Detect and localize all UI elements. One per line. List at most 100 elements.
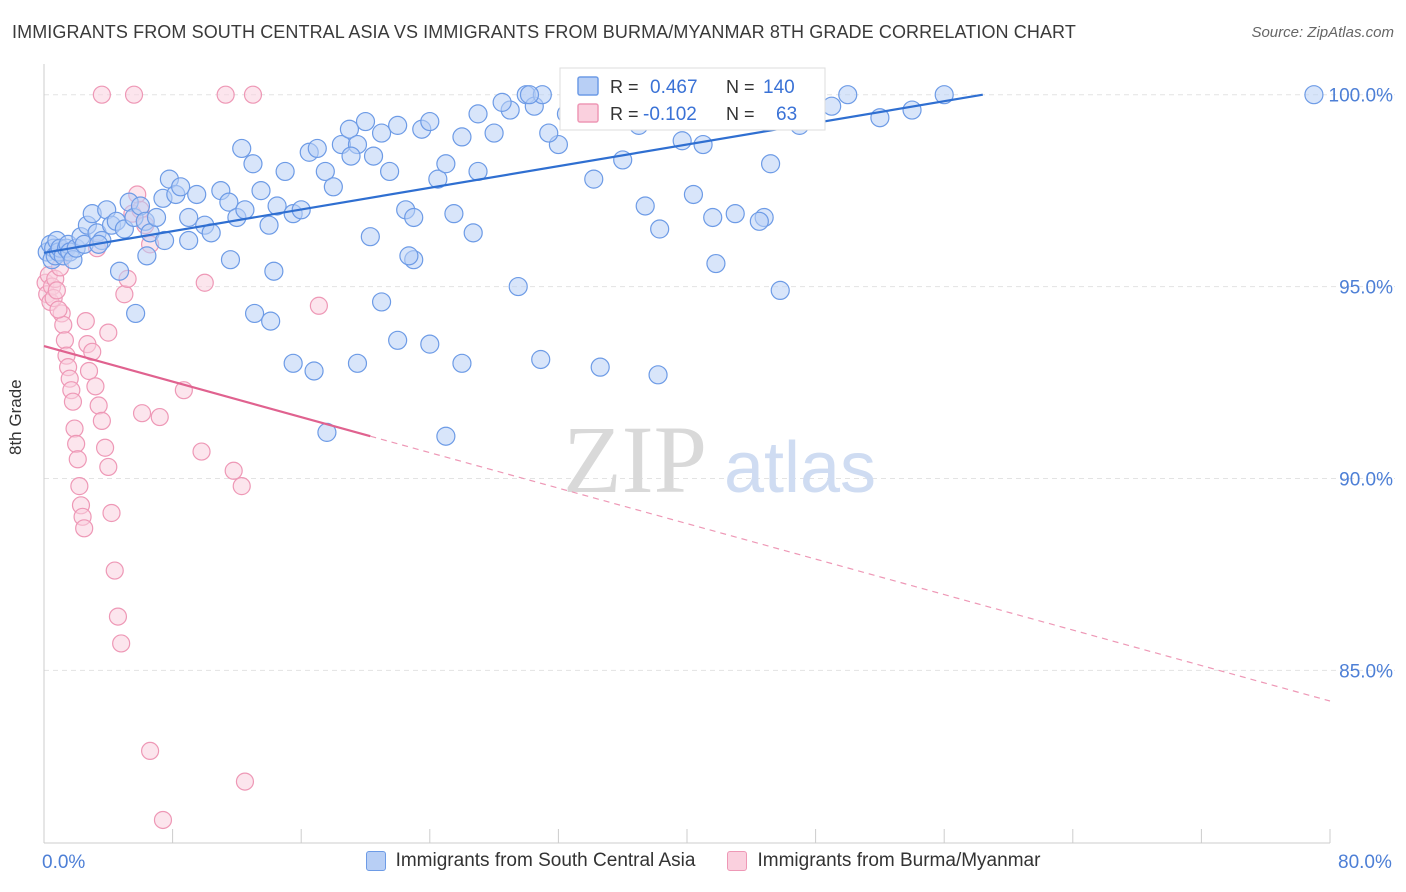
sca-point-59 bbox=[380, 161, 400, 182]
sca-point-42 bbox=[243, 154, 263, 174]
burma-point-24 bbox=[76, 312, 95, 331]
sca-point-43 bbox=[251, 181, 271, 201]
sca-point-41 bbox=[235, 200, 255, 220]
stats-legend-box bbox=[559, 67, 826, 131]
burma-point-46 bbox=[216, 85, 235, 104]
sca-point-89 bbox=[283, 353, 303, 373]
sca-point-90 bbox=[304, 361, 324, 381]
stats-n-value-1: 140 bbox=[763, 77, 795, 98]
sca-point-70 bbox=[484, 123, 504, 143]
sca-point-123 bbox=[137, 246, 157, 266]
burma-point-53 bbox=[49, 300, 68, 319]
burma-point-62 bbox=[140, 741, 160, 761]
burma-point-23 bbox=[75, 519, 94, 538]
sca-point-110 bbox=[725, 204, 745, 224]
burma-point-60 bbox=[235, 772, 255, 791]
y-tick-label-1: 95.0% bbox=[1339, 278, 1393, 299]
sca-point-87 bbox=[232, 138, 252, 159]
burma-point-31 bbox=[95, 438, 115, 457]
y-tick-labels: 100.0% 95.0% 90.0% 85.0% bbox=[1329, 86, 1394, 683]
chart-title: IMMIGRANTS FROM SOUTH CENTRAL ASIA VS IM… bbox=[12, 22, 1076, 42]
sca-point-139 bbox=[770, 280, 790, 301]
burma-point-36 bbox=[112, 634, 131, 653]
sca-point-121 bbox=[109, 261, 130, 281]
sca-point-67 bbox=[444, 204, 464, 224]
y-tick-label-2: 90.0% bbox=[1339, 469, 1393, 490]
sca-point-34 bbox=[179, 207, 199, 228]
stats-legend: R = 0.467 N = 140 R = -0.102 N = 63 bbox=[559, 67, 826, 131]
burma-point-34 bbox=[105, 561, 124, 580]
burma-point-18 bbox=[67, 434, 86, 454]
legend-item-burma[interactable]: Immigrants from Burma/Myanmar bbox=[727, 850, 1040, 872]
sca-point-52 bbox=[323, 177, 343, 197]
sca-point-102 bbox=[539, 123, 559, 143]
sca-point-126 bbox=[220, 250, 241, 270]
sca-point-39 bbox=[219, 192, 239, 212]
sca-point-125 bbox=[179, 230, 199, 251]
burma-point-52 bbox=[309, 296, 328, 315]
y-tick-label-0: 100.0% bbox=[1329, 86, 1394, 107]
sca-point-58 bbox=[371, 123, 392, 143]
sca-point-62 bbox=[404, 207, 424, 228]
burma-point-47 bbox=[243, 85, 263, 104]
sca-point-106 bbox=[650, 219, 670, 239]
watermark: ZIP atlas bbox=[563, 406, 876, 513]
watermark-atlas: atlas bbox=[724, 428, 876, 508]
burma-point-57 bbox=[132, 404, 152, 423]
axes bbox=[43, 64, 1331, 844]
sca-point-138 bbox=[749, 211, 769, 231]
sca-point-118 bbox=[934, 85, 954, 105]
x-tick-label-min: 0.0% bbox=[42, 852, 86, 873]
sca-point-88 bbox=[264, 261, 284, 281]
trend-line-burma bbox=[43, 344, 371, 438]
burma-point-16 bbox=[63, 392, 83, 411]
sca-point-45 bbox=[267, 196, 287, 216]
legend-label-south-central-asia: Immigrants from South Central Asia bbox=[395, 850, 696, 871]
stats-n-label-1: N = bbox=[726, 77, 755, 97]
burma-point-19 bbox=[68, 450, 87, 469]
legend-item-south-central-asia[interactable]: Immigrants from South Central Asia bbox=[365, 850, 696, 872]
sca-point-128 bbox=[261, 311, 281, 331]
trend-line-burma-extrapolated bbox=[370, 435, 1331, 702]
stats-swatch-blue bbox=[577, 76, 599, 96]
sca-point-115 bbox=[838, 85, 858, 105]
sca-point-103 bbox=[584, 169, 604, 189]
sca-point-44 bbox=[259, 215, 279, 235]
sca-point-69 bbox=[468, 104, 488, 124]
legend-swatch-pink bbox=[727, 851, 748, 871]
sca-point-101 bbox=[519, 85, 540, 105]
burma-point-61 bbox=[153, 810, 173, 830]
stats-r-value-1: 0.467 bbox=[650, 77, 698, 98]
burma-point-45 bbox=[124, 85, 144, 104]
burma-point-59 bbox=[192, 442, 211, 461]
sca-point-94 bbox=[388, 330, 408, 350]
sca-point-131 bbox=[399, 246, 419, 266]
sca-point-129 bbox=[341, 146, 361, 166]
bottom-legend: Immigrants from South Central Asia Immig… bbox=[0, 850, 1406, 872]
sca-point-64 bbox=[420, 111, 440, 132]
sca-point-117 bbox=[902, 100, 922, 120]
burma-point-56 bbox=[99, 323, 118, 342]
series-south-central-asia-points bbox=[37, 85, 1324, 446]
burma-point-48 bbox=[195, 273, 214, 292]
sca-point-33 bbox=[171, 177, 191, 197]
trend-line-south-central-asia bbox=[43, 93, 983, 254]
trend-lines bbox=[43, 93, 1331, 702]
burma-point-17 bbox=[65, 419, 84, 438]
burma-point-37 bbox=[115, 285, 134, 304]
sca-point-105 bbox=[635, 196, 655, 216]
sca-point-57 bbox=[363, 146, 384, 166]
burma-point-44 bbox=[92, 85, 111, 104]
sca-point-108 bbox=[683, 184, 704, 205]
sca-point-135 bbox=[590, 357, 610, 377]
sca-point-122 bbox=[126, 303, 146, 324]
sca-point-66 bbox=[436, 154, 456, 174]
sca-point-98 bbox=[452, 353, 472, 373]
sca-point-100 bbox=[492, 92, 512, 112]
burma-point-51 bbox=[232, 477, 251, 496]
sca-point-97 bbox=[436, 426, 456, 446]
burma-point-28 bbox=[86, 377, 105, 396]
legend-label-burma: Immigrants from Burma/Myanmar bbox=[757, 850, 1041, 871]
sca-point-92 bbox=[347, 353, 368, 373]
sca-point-127 bbox=[244, 303, 265, 324]
